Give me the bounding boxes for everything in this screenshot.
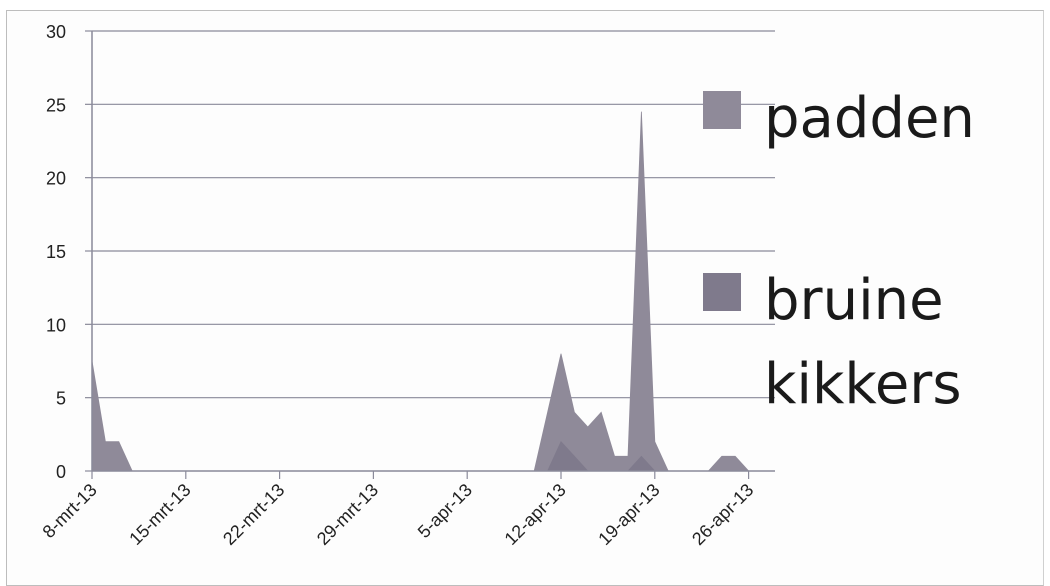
legend-label-bruine-kikkers-line2: kikkers <box>764 352 962 417</box>
x-tick-labels: 8-mrt-13 15-mrt-13 22-mrt-13 29-mrt-13 5-apr… <box>39 480 758 549</box>
x-tick-label: 19-apr-13 <box>594 480 663 549</box>
series-areas <box>91 111 750 472</box>
legend-swatch-bruine-kikkers <box>703 273 741 311</box>
y-tick-label: 0 <box>56 462 66 482</box>
x-tick-label: 26-apr-13 <box>688 480 757 549</box>
axes <box>85 30 775 479</box>
chart-frame <box>6 10 1044 586</box>
y-tick-label: 25 <box>46 95 66 115</box>
y-tick-label: 15 <box>46 242 66 262</box>
x-tick-label: 5-apr-13 <box>414 480 476 542</box>
x-tick-label: 12-apr-13 <box>500 480 569 549</box>
x-tick-label: 8-mrt-13 <box>39 480 101 542</box>
x-tick-label: 22-mrt-13 <box>219 480 288 549</box>
y-tick-label: 5 <box>56 389 66 409</box>
y-tick-labels: 0 5 10 15 20 25 30 <box>46 22 66 482</box>
legend-label-padden: padden <box>764 86 975 151</box>
area-series-padden <box>91 111 750 472</box>
gridlines <box>92 30 775 399</box>
y-tick-label: 30 <box>46 22 66 42</box>
legend: padden bruine kikkers <box>703 86 975 417</box>
y-tick-label: 10 <box>46 315 66 335</box>
x-tick-label: 29-mrt-13 <box>313 480 382 549</box>
legend-swatch-padden <box>703 91 741 129</box>
x-tick-label: 15-mrt-13 <box>125 480 194 549</box>
y-tick-label: 20 <box>46 169 66 189</box>
legend-label-bruine-kikkers-line1: bruine <box>764 268 944 333</box>
